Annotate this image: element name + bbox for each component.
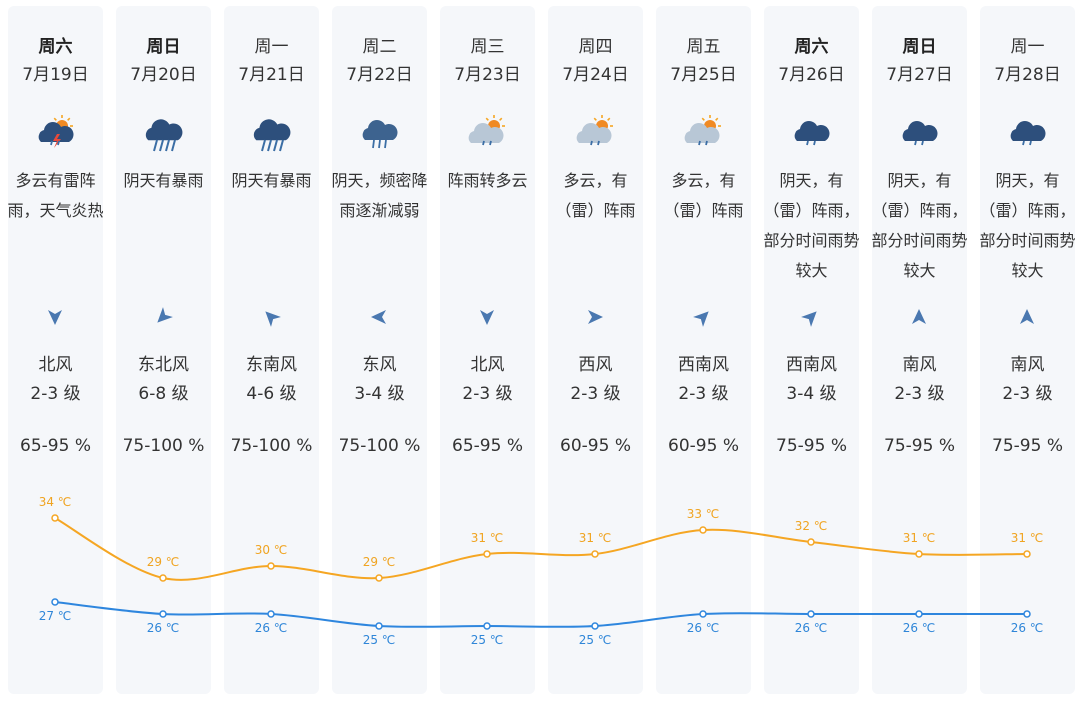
wind-direction: 南风: [902, 355, 937, 375]
weather-description: 阴天有暴雨: [123, 171, 204, 190]
wind-direction: 东南风: [246, 355, 297, 375]
wind-direction: 北风: [38, 355, 73, 375]
wind-level: 2-3 级: [1002, 384, 1053, 404]
wind-direction: 北风: [470, 355, 505, 375]
light-rain-icon: [791, 114, 831, 154]
wind-level: 3-4 级: [354, 384, 405, 404]
wind-direction: 东风: [362, 355, 397, 375]
humidity: 75-100 %: [122, 436, 205, 456]
weather-description: 多云有雷阵雨，天气炎热: [7, 171, 104, 220]
weather-description: 阴天，频密降雨逐渐减弱: [331, 171, 428, 220]
weather-description: 阴天，有（雷）阵雨，部分时间雨势较大: [763, 171, 860, 280]
date-label: 7月20日: [130, 65, 197, 85]
date-label: 7月28日: [994, 65, 1061, 85]
wind-direction: 南风: [1010, 355, 1045, 375]
wind-direction-arrow-icon: [260, 306, 282, 328]
wind-direction-arrow-icon: [152, 306, 174, 328]
day-column: 周一 7月28日阴天，有（雷）阵雨，部分时间雨势较大南风 2-3 级 75-95 %: [979, 6, 1076, 694]
date-label: 7月24日: [562, 65, 629, 85]
light-rain-icon: [1007, 114, 1047, 154]
humidity: 65-95 %: [452, 436, 523, 456]
humidity: 75-95 %: [884, 436, 955, 456]
weekday-label: 周六: [794, 37, 829, 57]
wind-level: 2-3 级: [462, 384, 513, 404]
wind-direction: 西南风: [786, 355, 837, 375]
wind-direction: 西风: [578, 355, 613, 375]
date-label: 7月21日: [238, 65, 305, 85]
weather-description: 阴天有暴雨: [231, 171, 312, 190]
wind-level: 2-3 级: [570, 384, 621, 404]
day-column: 周三 7月23日阵雨转多云北风 2-3 级 65-95 %: [440, 6, 535, 694]
humidity: 75-100 %: [230, 436, 313, 456]
humidity: 60-95 %: [560, 436, 631, 456]
weekday-label: 周日: [902, 37, 937, 57]
wind-direction-arrow-icon: [908, 306, 930, 328]
day-column: 周二 7月22日阴天，频密降雨逐渐减弱东风 3-4 级 75-100 %: [331, 6, 428, 694]
heavy-rain-icon: [143, 114, 183, 154]
wind-direction-arrow-icon: [44, 306, 66, 328]
weekday-label: 周一: [254, 37, 289, 57]
weather-description: 多云，有（雷）阵雨: [663, 171, 744, 220]
day-column: 周六 7月19日多云有雷阵雨，天气炎热北风 2-3 级 65-95 %: [7, 6, 104, 694]
weather-description: 阴天，有（雷）阵雨，部分时间雨势较大: [979, 171, 1076, 280]
rain-icon: [359, 114, 399, 154]
weekday-label: 周一: [1010, 37, 1045, 57]
sun-shower-icon: [683, 114, 723, 154]
weekday-label: 周二: [362, 37, 397, 57]
day-column: 周一 7月21日阴天有暴雨东南风 4-6 级 75-100 %: [224, 6, 319, 694]
wind-level: 2-3 级: [30, 384, 81, 404]
date-label: 7月27日: [886, 65, 953, 85]
wind-direction-arrow-icon: [584, 306, 606, 328]
wind-level: 6-8 级: [138, 384, 189, 404]
wind-level: 2-3 级: [894, 384, 945, 404]
weekday-label: 周日: [146, 37, 181, 57]
date-label: 7月23日: [454, 65, 521, 85]
wind-direction-arrow-icon: [1016, 306, 1038, 328]
heavy-rain-icon: [251, 114, 291, 154]
date-label: 7月22日: [346, 65, 413, 85]
humidity: 60-95 %: [668, 436, 739, 456]
date-label: 7月25日: [670, 65, 737, 85]
sun-shower-icon: [575, 114, 615, 154]
weather-description: 阵雨转多云: [447, 171, 528, 190]
day-column: 周日 7月27日阴天，有（雷）阵雨，部分时间雨势较大南风 2-3 级 75-95 %: [871, 6, 968, 694]
humidity: 65-95 %: [20, 436, 91, 456]
wind-direction: 东北风: [138, 355, 189, 375]
day-column: 周日 7月20日阴天有暴雨东北风 6-8 级 75-100 %: [116, 6, 211, 694]
wind-direction-arrow-icon: [476, 306, 498, 328]
humidity: 75-100 %: [338, 436, 421, 456]
weekday-label: 周五: [686, 37, 721, 57]
humidity: 75-95 %: [776, 436, 847, 456]
weekday-label: 周三: [470, 37, 505, 57]
wind-direction-arrow-icon: [368, 306, 390, 328]
wind-level: 2-3 级: [678, 384, 729, 404]
wind-direction-arrow-icon: [692, 306, 714, 328]
wind-direction-arrow-icon: [800, 306, 822, 328]
light-rain-icon: [899, 114, 939, 154]
wind-direction: 西南风: [678, 355, 729, 375]
thunderstorm-sun-icon: [35, 114, 75, 154]
date-label: 7月19日: [22, 65, 89, 85]
wind-level: 4-6 级: [246, 384, 297, 404]
weekday-label: 周四: [578, 37, 613, 57]
humidity: 75-95 %: [992, 436, 1063, 456]
day-column: 周六 7月26日阴天，有（雷）阵雨，部分时间雨势较大西南风 3-4 级 75-95 %: [763, 6, 860, 694]
weather-description: 多云，有（雷）阵雨: [555, 171, 636, 220]
sun-shower-icon: [467, 114, 507, 154]
day-column: 周四 7月24日多云，有（雷）阵雨西风 2-3 级 60-95 %: [548, 6, 643, 694]
wind-level: 3-4 级: [786, 384, 837, 404]
weekday-label: 周六: [38, 37, 73, 57]
day-column: 周五 7月25日多云，有（雷）阵雨西南风 2-3 级 60-95 %: [656, 6, 751, 694]
date-label: 7月26日: [778, 65, 845, 85]
weather-description: 阴天，有（雷）阵雨，部分时间雨势较大: [871, 171, 968, 280]
